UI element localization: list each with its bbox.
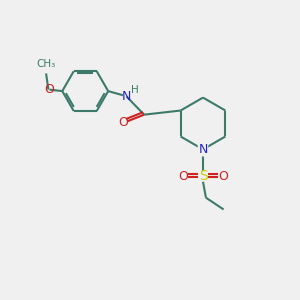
Text: H: H bbox=[131, 85, 139, 95]
Text: N: N bbox=[198, 143, 208, 156]
Text: O: O bbox=[218, 170, 228, 183]
Text: N: N bbox=[122, 90, 131, 103]
Text: O: O bbox=[44, 83, 54, 96]
Text: O: O bbox=[118, 116, 128, 129]
Text: S: S bbox=[199, 169, 207, 184]
Text: O: O bbox=[178, 170, 188, 183]
Text: CH₃: CH₃ bbox=[36, 59, 56, 69]
